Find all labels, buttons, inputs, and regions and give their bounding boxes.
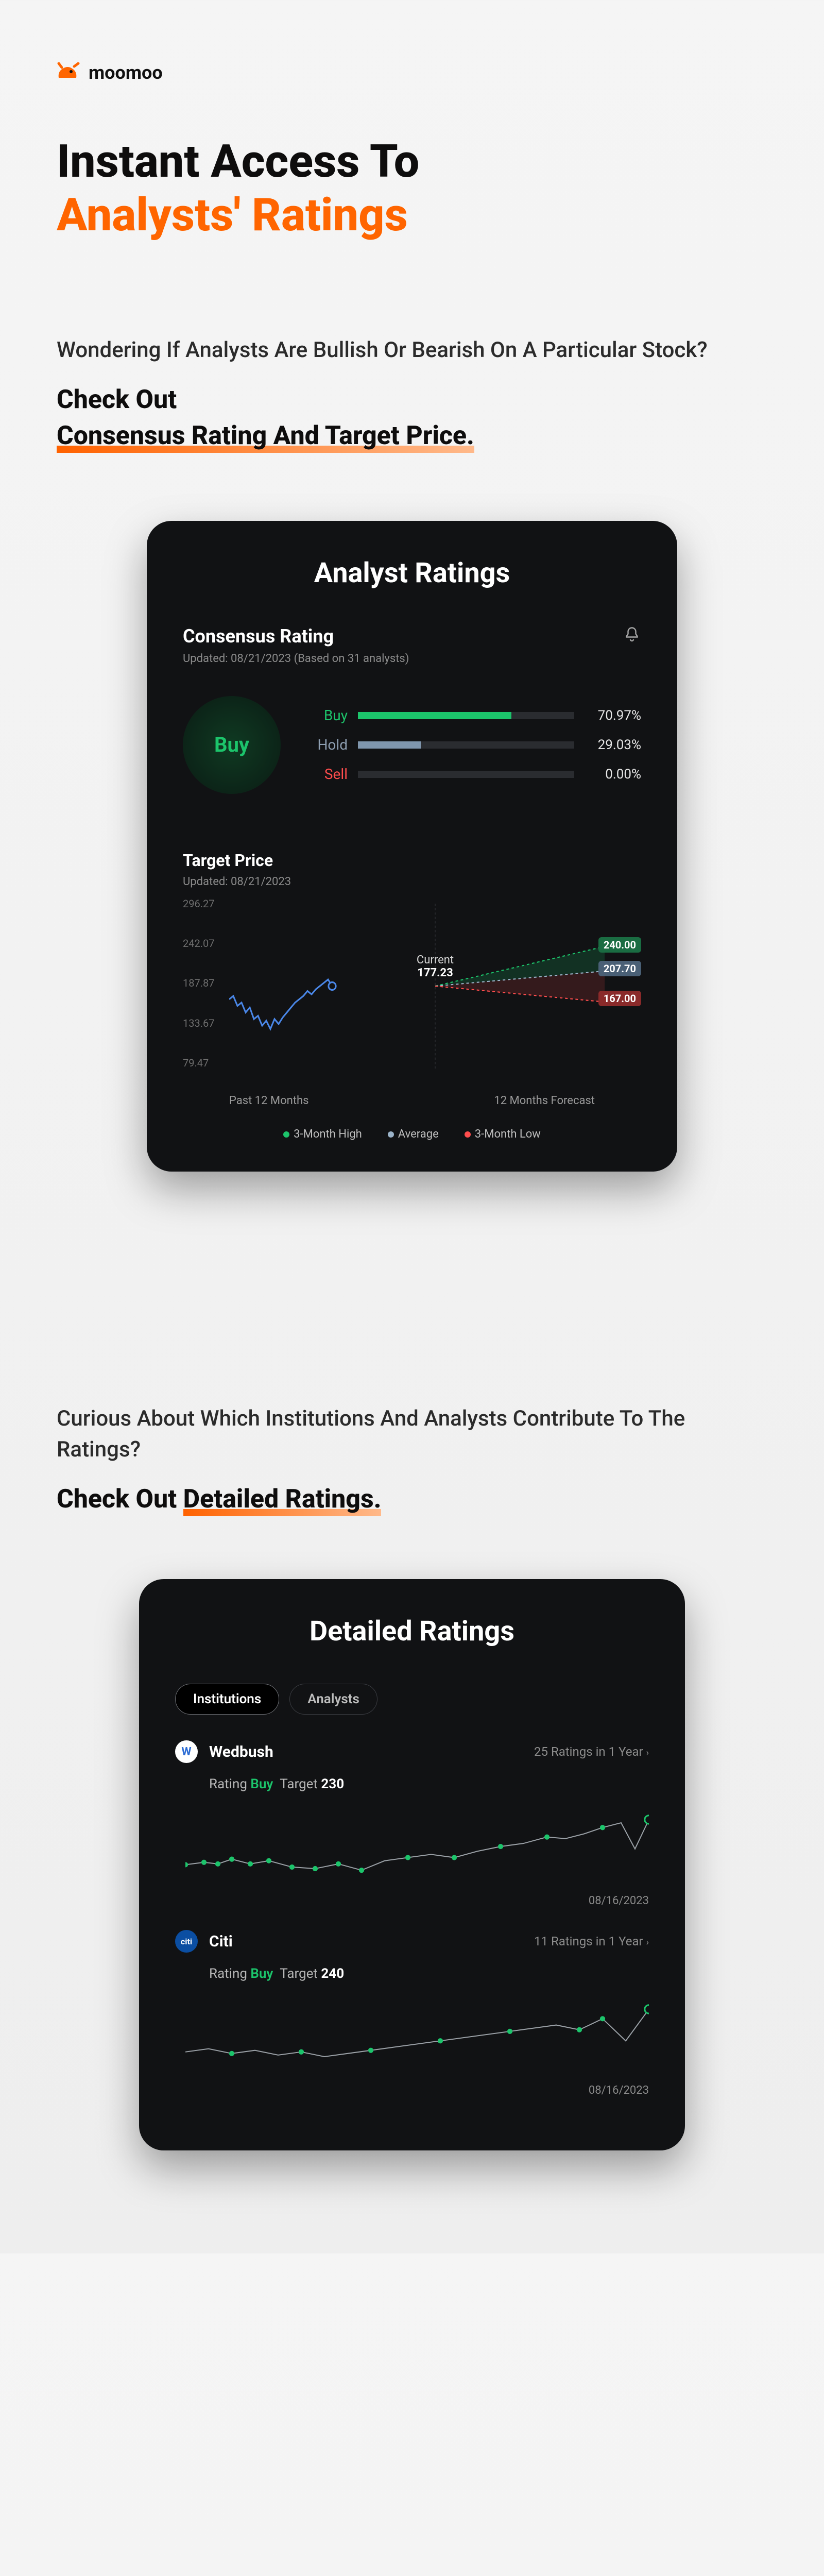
- chart-legend: 3-Month High Average 3-Month Low: [183, 1128, 641, 1141]
- current-label: Current177.23: [417, 954, 454, 979]
- rating-bar-row: Sell 0.00%: [312, 766, 641, 783]
- y-tick: 79.47: [183, 1057, 209, 1069]
- legend-item: 3-Month High: [283, 1128, 362, 1141]
- sparkline-date: 08/16/2023: [589, 1894, 649, 1907]
- checkout2-underlined: Detailed Ratings.: [183, 1484, 382, 1514]
- bell-icon[interactable]: [623, 625, 641, 644]
- bar-pct: 29.03%: [585, 737, 641, 753]
- institution-sparkline: 08/16/2023: [185, 1991, 649, 2078]
- bar-track: [358, 712, 574, 719]
- analyst-ratings-card: Analyst Ratings Consensus Rating Updated…: [147, 521, 677, 1172]
- hero-line1: Instant Access To: [57, 135, 419, 188]
- bar-label: Buy: [312, 707, 348, 724]
- checkout2-prefix: Check Out: [57, 1484, 183, 1514]
- bar-pct: 0.00%: [585, 767, 641, 782]
- brand-name: moomoo: [89, 62, 163, 83]
- moomoo-icon: [57, 62, 82, 83]
- institution-count: 11 Ratings in 1 Year ›: [534, 1934, 649, 1948]
- brand-logo: moomoo: [57, 62, 767, 83]
- target-heading: Target Price: [183, 851, 641, 870]
- institution-logo-icon: citi: [175, 1930, 198, 1953]
- institutions-list: W Wedbush 25 Ratings in 1 Year › Rating …: [175, 1740, 649, 2078]
- x-label-right: 12 Months Forecast: [494, 1094, 595, 1107]
- institution-name: Wedbush: [209, 1743, 273, 1761]
- legend-item: 3-Month Low: [465, 1128, 541, 1141]
- section1-checkout: Check Out Consensus Rating And Target Pr…: [57, 382, 767, 454]
- bar-label: Sell: [312, 766, 348, 783]
- section1-lead: Wondering If Analysts Are Bullish Or Bea…: [57, 335, 767, 366]
- rating-bar-row: Hold 29.03%: [312, 736, 641, 753]
- checkout-underlined: Consensus Rating And Target Price.: [57, 421, 474, 451]
- institution-sparkline: 08/16/2023: [185, 1801, 649, 1889]
- consensus-badge: Buy: [183, 696, 281, 794]
- y-tick: 296.27: [183, 897, 214, 910]
- institution-logo-icon: W: [175, 1740, 198, 1763]
- price-tag: 207.70: [598, 961, 641, 976]
- institution-name: Citi: [209, 1933, 233, 1951]
- hero-line2: Analysts' Ratings: [57, 189, 408, 242]
- analyst-card-title: Analyst Ratings: [183, 557, 641, 589]
- sparkline-date: 08/16/2023: [589, 2084, 649, 2097]
- bar-pct: 70.97%: [585, 708, 641, 723]
- chart-x-labels: Past 12 Months 12 Months Forecast: [183, 1094, 641, 1107]
- bar-track: [358, 741, 574, 749]
- bar-fill: [358, 712, 511, 719]
- legend-item: Average: [388, 1128, 439, 1141]
- checkout-prefix: Check Out: [57, 385, 177, 415]
- price-tag: 167.00: [598, 991, 641, 1006]
- bar-label: Hold: [312, 736, 348, 753]
- y-tick: 133.67: [183, 1017, 214, 1029]
- rating-bar-row: Buy 70.97%: [312, 707, 641, 724]
- institution-row[interactable]: W Wedbush 25 Ratings in 1 Year › Rating …: [175, 1740, 649, 1889]
- consensus-updated: Updated: 08/21/2023 (Based on 31 analyst…: [183, 652, 409, 665]
- institution-summary: Rating Buy Target 240: [209, 1966, 649, 1981]
- y-tick: 187.87: [183, 977, 214, 989]
- y-tick: 242.07: [183, 937, 214, 950]
- x-label-left: Past 12 Months: [229, 1094, 309, 1107]
- consensus-heading: Consensus Rating: [183, 625, 409, 647]
- institution-summary: Rating Buy Target 230: [209, 1776, 649, 1792]
- bar-track: [358, 771, 574, 778]
- institution-count: 25 Ratings in 1 Year ›: [534, 1744, 649, 1759]
- section2-lead: Curious About Which Institutions And Ana…: [57, 1403, 767, 1466]
- price-tag: 240.00: [598, 937, 641, 953]
- target-price-chart: 296.27242.07187.87133.6779.47Current177.…: [183, 904, 641, 1089]
- institution-row[interactable]: citi Citi 11 Ratings in 1 Year › Rating …: [175, 1930, 649, 2078]
- section2-checkout: Check Out Detailed Ratings.: [57, 1481, 767, 1517]
- detailed-card-title: Detailed Ratings: [175, 1615, 649, 1648]
- bar-fill: [358, 741, 421, 749]
- tabs-row: Institutions Analysts: [175, 1684, 649, 1715]
- rating-bars: Buy 70.97% Hold 29.03% Sell 0.00%: [312, 707, 641, 783]
- hero-title: Instant Access To Analysts' Ratings: [57, 135, 767, 242]
- detailed-ratings-card: Detailed Ratings Institutions Analysts W …: [139, 1579, 685, 2150]
- target-updated: Updated: 08/21/2023: [183, 875, 641, 888]
- tab-institutions[interactable]: Institutions: [175, 1684, 279, 1715]
- tab-analysts[interactable]: Analysts: [289, 1684, 377, 1715]
